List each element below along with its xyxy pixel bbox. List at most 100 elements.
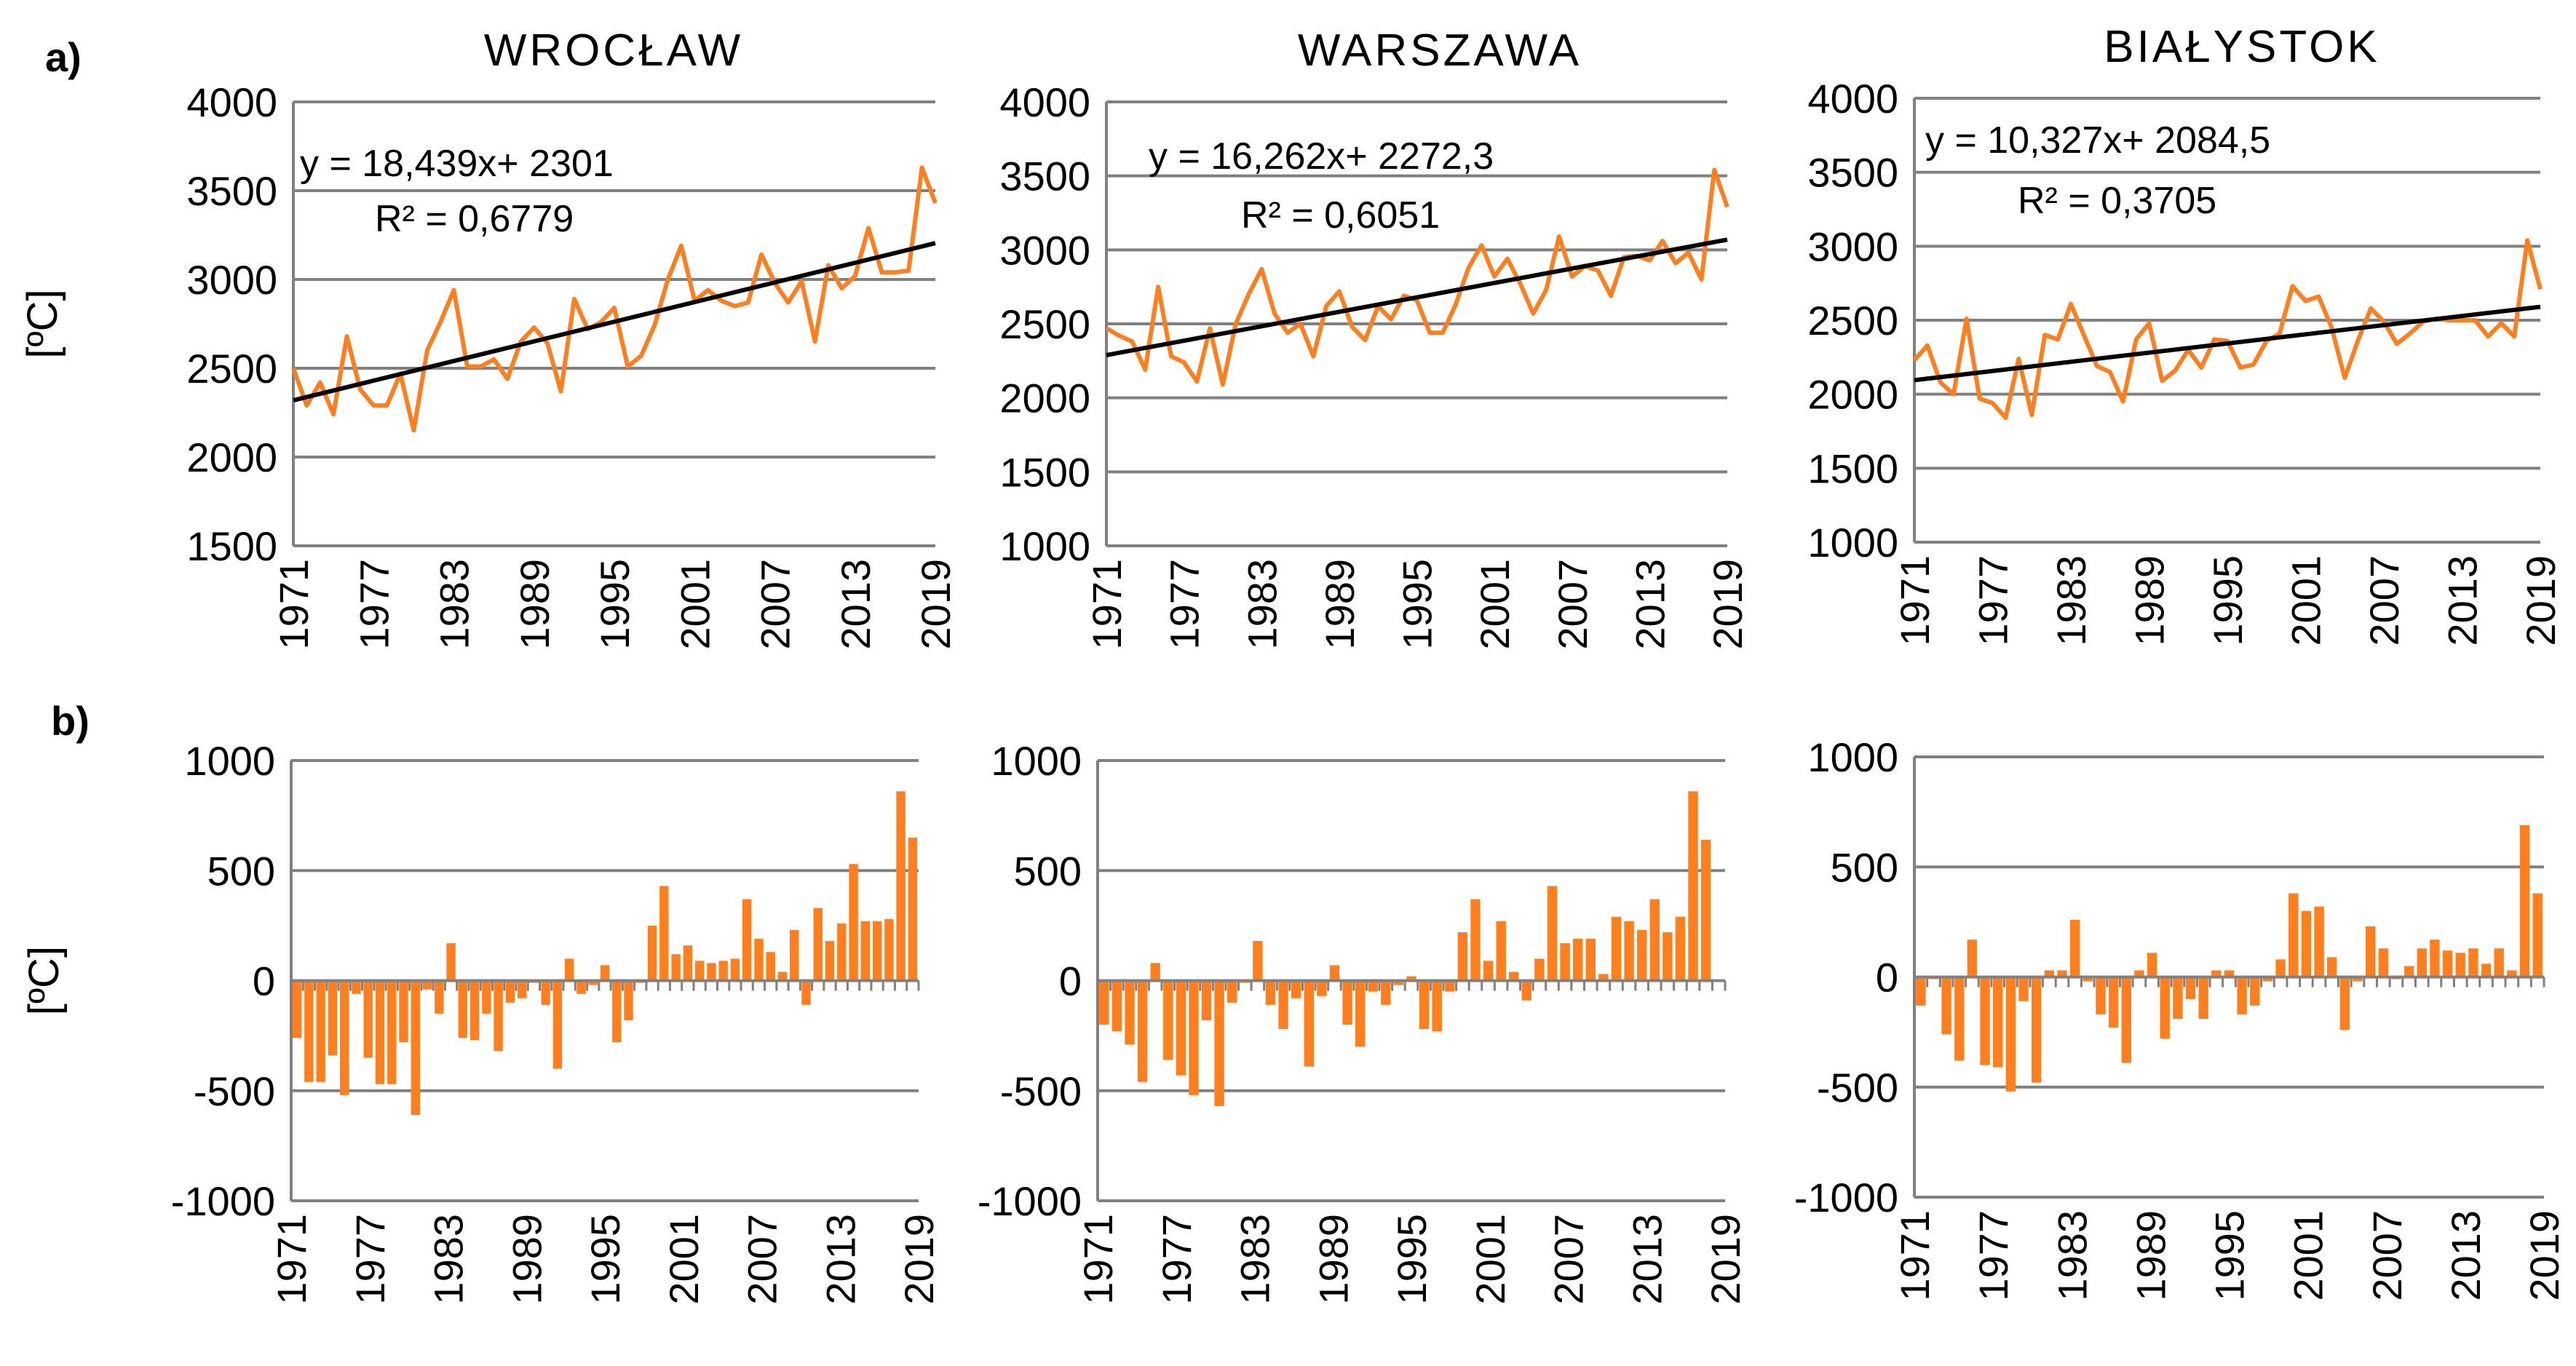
chart-warszawa-gdd: 1000 1500 2000 2500 3000 3500 4000 1971 1977 1983… <box>999 25 1751 650</box>
bar <box>1688 791 1698 981</box>
bar <box>2057 970 2067 977</box>
y-tick-label: 4000 <box>999 79 1090 125</box>
bar <box>1662 932 1673 981</box>
bar <box>2519 825 2530 977</box>
x-tick-label: 1989 <box>512 559 558 650</box>
x-tick-label: 2013 <box>1624 1214 1670 1305</box>
bar <box>352 980 361 994</box>
x-tick-label: 2001 <box>1467 1214 1513 1305</box>
x-tick-label: 1977 <box>1162 559 1208 650</box>
chart-bialystok-gdd: 1000 1500 2000 2500 3000 3500 4000 1971 1977 1983… <box>1807 22 2564 646</box>
bar <box>742 899 752 981</box>
x-tick-label: 1971 <box>271 559 317 650</box>
bar <box>1598 974 1609 981</box>
y-tick-label: 500 <box>1831 844 1898 890</box>
bar <box>2532 893 2543 977</box>
bar <box>2160 977 2170 1039</box>
x-tick-label: 1989 <box>2127 555 2173 646</box>
bar <box>2134 970 2144 977</box>
bar <box>766 952 775 981</box>
bar <box>1954 977 1965 1061</box>
x-tick-label: 2019 <box>1703 1214 1748 1305</box>
bar <box>2468 948 2478 977</box>
x-tick-label: 1977 <box>1970 555 2016 646</box>
y-tick-label: 1500 <box>1807 445 1898 491</box>
bar <box>1214 980 1224 1106</box>
x-tick-label: 1971 <box>1892 1210 1938 1301</box>
x-tick-label: 1977 <box>1970 1210 2016 1301</box>
y-tick-label: -1000 <box>1794 1175 1898 1220</box>
x-tick-label: 2019 <box>2521 1210 2567 1301</box>
x-tick-label: 1995 <box>582 1214 628 1305</box>
bar <box>896 791 905 981</box>
y-tick-label: 3500 <box>999 154 1090 199</box>
bar <box>872 921 882 981</box>
r-squared: R² = 0,3705 <box>2018 180 2216 222</box>
bar <box>2185 977 2196 999</box>
x-tick-label: 2001 <box>2283 555 2329 646</box>
bar <box>293 980 302 1039</box>
bar <box>1700 839 1711 981</box>
bar <box>340 980 349 1095</box>
bar <box>1419 980 1430 1029</box>
bar <box>884 918 894 981</box>
bar <box>1125 980 1135 1045</box>
bar <box>1624 921 1634 981</box>
trend-equation: y = 10,327x+ 2084,5 <box>1925 119 2270 162</box>
bar <box>1381 980 1391 1005</box>
x-tick-label: 1995 <box>2207 1210 2253 1301</box>
bar <box>777 972 788 981</box>
bar <box>2275 959 2286 977</box>
bar <box>1980 977 1990 1065</box>
bar <box>1278 980 1288 1029</box>
y-tick-label: 2000 <box>186 434 277 480</box>
bar <box>2173 977 2183 1019</box>
bar <box>1496 921 1506 981</box>
bar <box>1445 980 1455 992</box>
bar <box>552 980 563 1069</box>
bar <box>2327 957 2337 977</box>
y-tick-label: 3000 <box>999 227 1090 273</box>
bar <box>1291 980 1301 998</box>
bar <box>718 961 728 981</box>
bar <box>825 941 835 981</box>
bar <box>2403 966 2414 977</box>
y-tick-label: 2000 <box>999 376 1090 421</box>
bar <box>2018 977 2029 1001</box>
x-tick-label: 1995 <box>1395 559 1440 650</box>
y-tick-label: -1000 <box>171 1178 275 1224</box>
bar <box>2147 953 2157 977</box>
bar <box>541 980 550 1005</box>
bar <box>694 961 705 981</box>
x-tick-label: 2007 <box>1550 559 1596 650</box>
x-tick-label: 1995 <box>1389 1214 1435 1305</box>
bar <box>576 980 586 994</box>
bar <box>2301 910 2312 977</box>
y-tick-label: 500 <box>1014 848 1082 894</box>
x-tick-label: 1983 <box>426 1214 472 1305</box>
bar <box>2339 977 2350 1031</box>
chart-title: BIAŁYSTOK <box>2104 22 2379 72</box>
bar <box>494 980 503 1052</box>
bar <box>1509 972 1519 981</box>
bar <box>790 929 799 981</box>
bar <box>565 958 574 981</box>
bar <box>671 954 681 981</box>
x-tick-label: 2007 <box>2361 555 2407 646</box>
x-tick-label: 1977 <box>351 559 397 650</box>
x-tick-label: 1989 <box>1310 1214 1356 1305</box>
x-tick-label: 2007 <box>753 559 798 650</box>
x-tick-label: 1983 <box>1239 559 1285 650</box>
bar <box>1470 899 1481 981</box>
bar <box>2237 977 2247 1014</box>
bar <box>1355 980 1366 1047</box>
bar <box>2005 977 2016 1092</box>
series-line <box>1912 238 2543 421</box>
bar <box>518 980 527 998</box>
bar <box>2378 948 2388 977</box>
bar <box>813 908 823 981</box>
x-tick-label: 1983 <box>2048 555 2094 646</box>
y-tick-label: -500 <box>1000 1068 1082 1114</box>
y-tick-label: 4000 <box>186 79 277 125</box>
